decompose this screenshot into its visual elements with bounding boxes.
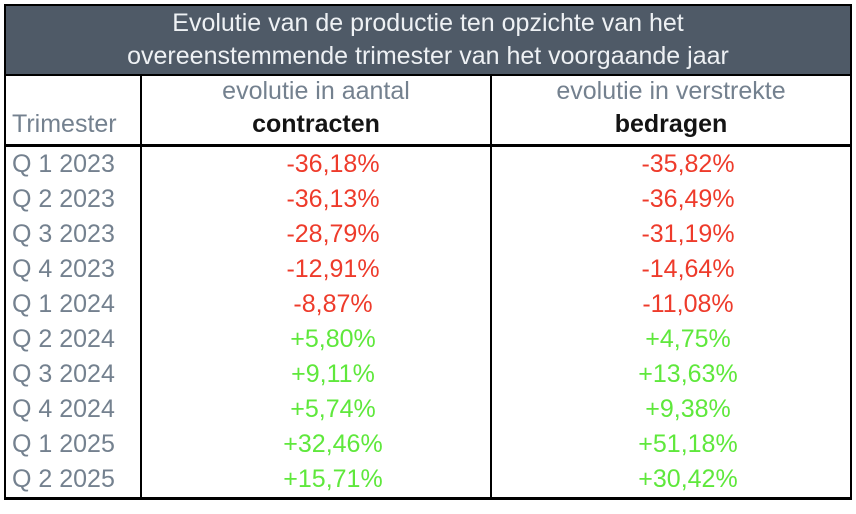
bedragen-value: -36,49%: [641, 185, 735, 213]
column-header-contracten: evolutie in aantal contracten: [142, 76, 492, 147]
bedragen-value: +13,63%: [638, 360, 738, 388]
trimester-cell: Q 4 2024: [6, 392, 142, 427]
bedragen-value: -35,82%: [641, 150, 735, 178]
trimester-cell: Q 3 2023: [6, 217, 142, 252]
contracten-value: -36,18%: [142, 147, 492, 182]
bedragen-value: +4,75%: [645, 325, 731, 353]
bedragen-value: +9,38%: [645, 395, 731, 423]
trimester-cell: Q 2 2025: [6, 462, 142, 497]
column-header-trimester: Trimester: [6, 76, 142, 147]
column-header-bedragen-sub: evolutie in verstrekte: [556, 77, 786, 105]
trimester-cell: Q 1 2023: [6, 147, 142, 182]
contracten-value: +5,74%: [142, 392, 492, 427]
bedragen-value: -14,64%: [641, 255, 735, 283]
trimester-cell: Q 1 2025: [6, 427, 142, 462]
contracten-value: +5,80%: [142, 322, 492, 357]
contracten-value: -36,13%: [142, 182, 492, 217]
trimester-cell: Q 3 2024: [6, 357, 142, 392]
bedragen-value: -31,19%: [641, 220, 735, 248]
bedragen-value: +51,18%: [638, 430, 738, 458]
contracten-value: +32,46%: [142, 427, 492, 462]
contracten-value: -28,79%: [142, 217, 492, 252]
table-title-line1: Evolutie van de productie ten opzichte v…: [172, 9, 684, 37]
trimester-cell: Q 2 2023: [6, 182, 142, 217]
contracten-value: -8,87%: [142, 287, 492, 322]
contracten-value: +15,71%: [142, 462, 492, 497]
trimester-cell: Q 2 2024: [6, 322, 142, 357]
contracten-value: +9,11%: [142, 357, 492, 392]
column-header-contracten-main: contracten: [252, 110, 380, 138]
table-title-line2: overeenstemmende trimester van het voorg…: [127, 42, 729, 70]
contracten-value: -12,91%: [142, 252, 492, 287]
data-table: Trimester evolutie in aantal contracten …: [4, 76, 852, 500]
trimester-cell: Q 4 2023: [6, 252, 142, 287]
table-title: Evolutie van de productie ten opzichte v…: [4, 4, 852, 76]
bedragen-value: -11,08%: [642, 290, 734, 318]
column-header-bedragen: evolutie in verstrekte bedragen: [492, 76, 850, 147]
bedragen-value: +30,42%: [638, 465, 738, 493]
trimester-cell: Q 1 2024: [6, 287, 142, 322]
column-header-contracten-sub: evolutie in aantal: [222, 77, 410, 105]
column-header-bedragen-main: bedragen: [614, 110, 728, 138]
